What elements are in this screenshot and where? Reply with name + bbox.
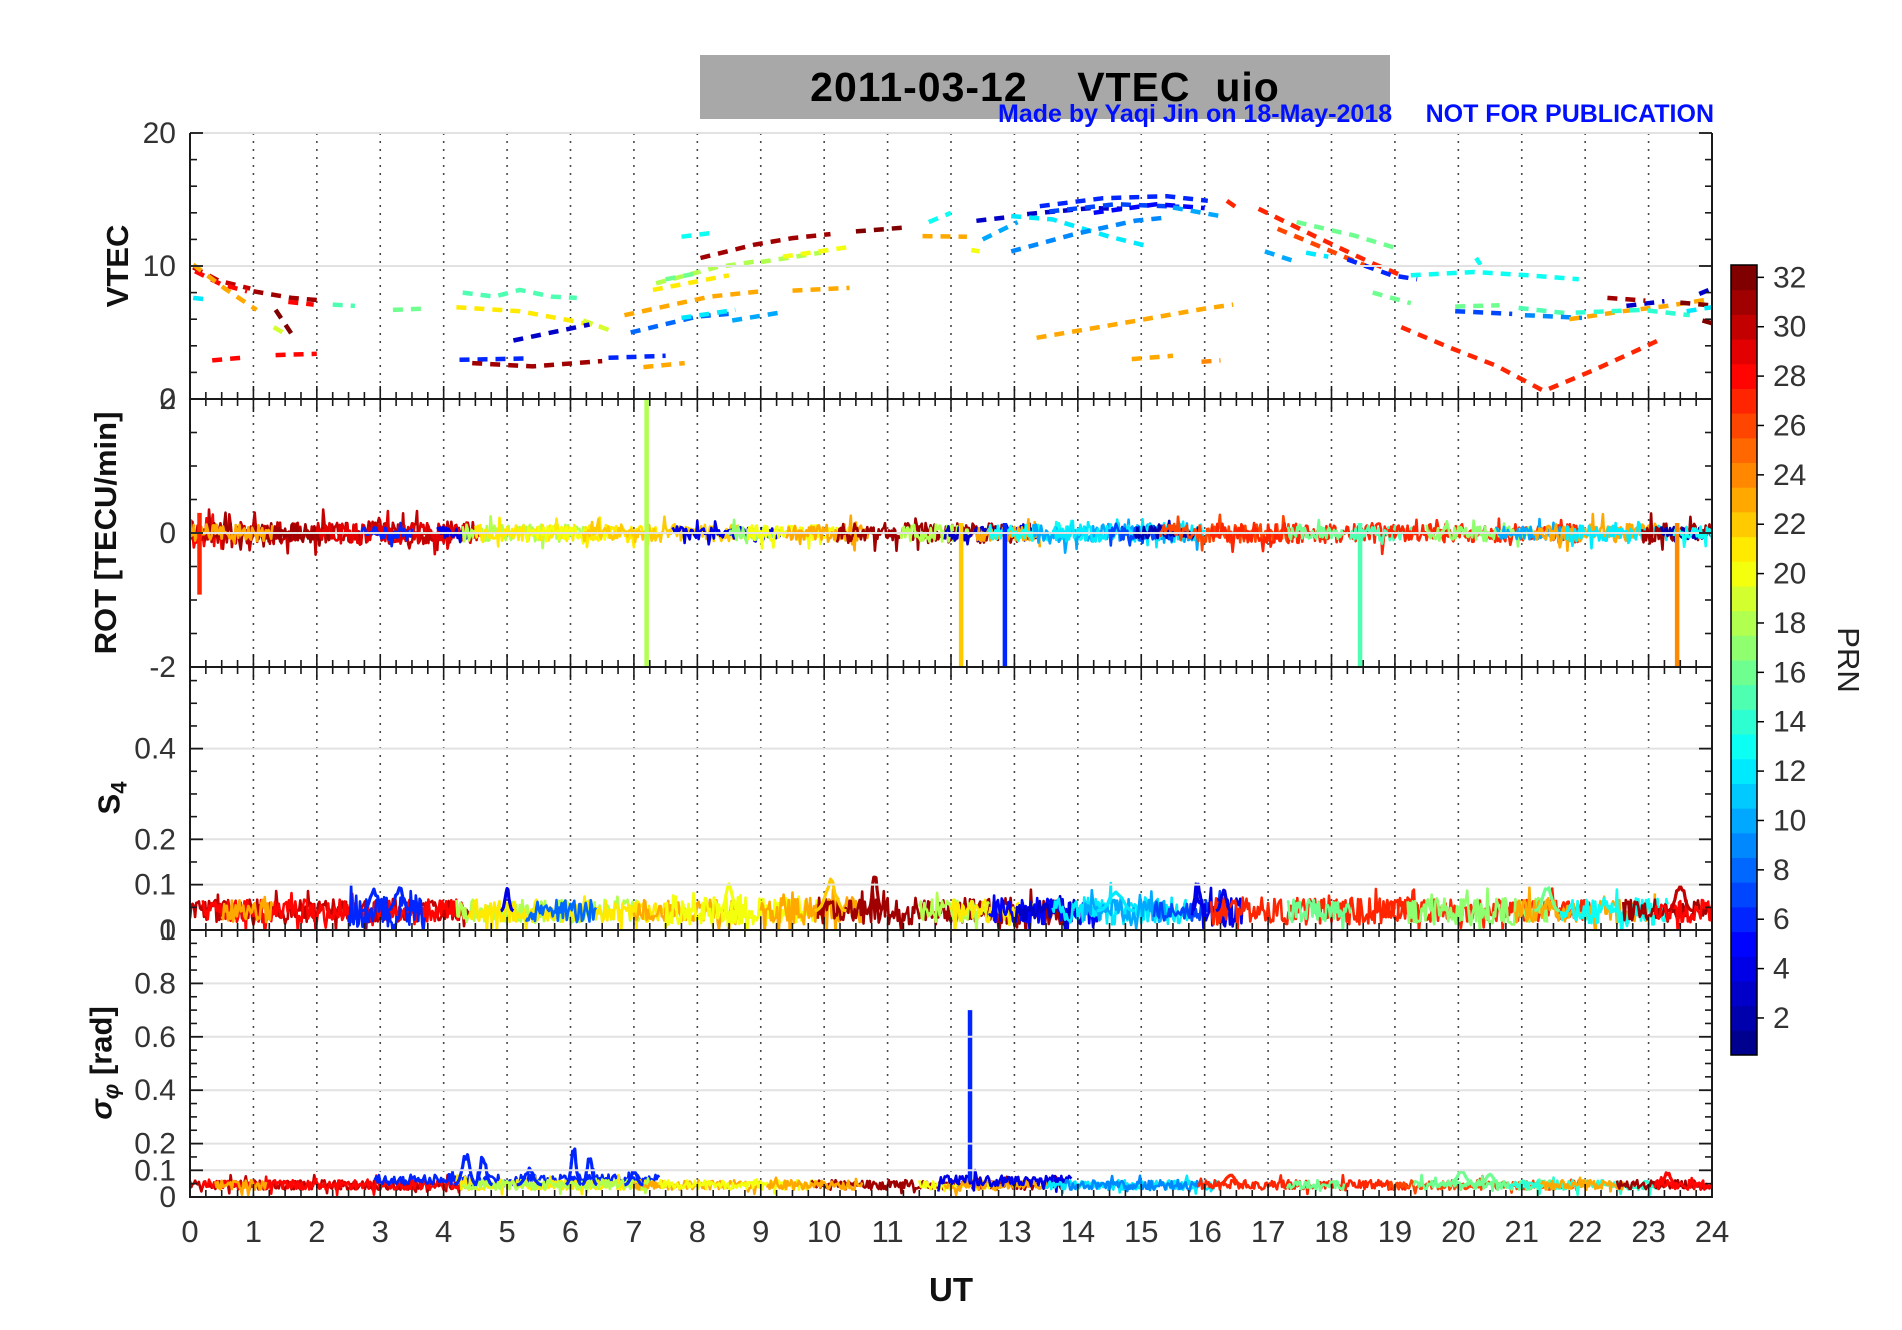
x-tick-label: 19 [1378,1214,1412,1249]
colorbar-tick-label: 26 [1773,409,1806,442]
colorbar-tick-label: 4 [1773,953,1790,986]
x-tick-label: 14 [1061,1214,1095,1249]
colorbar-tick-label: 28 [1773,360,1806,393]
ylabel-s4: S4 [91,781,132,815]
svg-text:0.1: 0.1 [134,869,176,902]
svg-text:20: 20 [143,117,176,150]
x-tick-label: 5 [498,1214,515,1249]
plot-title: 2011-03-12 VTEC uio [810,63,1280,110]
colorbar-tick-label: 14 [1773,706,1806,739]
x-tick-label: 13 [997,1214,1031,1249]
colorbar-tick-label: 22 [1773,508,1806,541]
x-tick-label: 0 [181,1214,198,1249]
svg-text:0.4: 0.4 [134,733,176,766]
x-tick-label: 7 [625,1214,642,1249]
x-tick-label: 21 [1505,1214,1539,1249]
x-tick-label: 9 [752,1214,769,1249]
svg-text:0: 0 [159,517,176,550]
svg-text:-2: -2 [149,651,176,684]
svg-text:0.2: 0.2 [134,1128,176,1161]
svg-text:0.1: 0.1 [134,1154,176,1187]
xlabel-ut: UT [929,1271,973,1308]
colorbar-tick-label: 30 [1773,311,1806,344]
x-tick-label: 16 [1187,1214,1221,1249]
x-tick-label: 17 [1251,1214,1285,1249]
colorbar-tick-label: 8 [1773,854,1790,887]
svg-text:0: 0 [159,914,176,947]
colorbar-tick-label: 20 [1773,558,1806,591]
svg-text:0: 0 [159,383,176,416]
svg-text:10: 10 [143,250,176,283]
colorbar-tick-label: 24 [1773,459,1806,492]
panel-sigma [190,930,1712,1197]
colorbar-tick-label: 6 [1773,903,1790,936]
x-tick-label: 22 [1568,1214,1602,1249]
x-tick-label: 20 [1441,1214,1475,1249]
x-tick-label: 15 [1124,1214,1158,1249]
plot-title-bar: 2011-03-12 VTEC uio [700,55,1390,119]
credit-made-by: Made by Yaqi Jin on 18-May-2018 [998,100,1393,128]
colorbar-tick-label: 10 [1773,804,1806,837]
credit-notice: NOT FOR PUBLICATION [1425,100,1714,128]
panel-vtec [191,133,1712,399]
svg-text:0.8: 0.8 [134,967,176,1000]
colorbar-tick-label: 32 [1773,261,1806,294]
svg-text:1: 1 [159,914,176,947]
x-tick-label: 24 [1695,1214,1729,1249]
colorbar-tick-label: 2 [1773,1002,1790,1035]
colorbar-tick-label: 12 [1773,755,1806,788]
x-tick-label: 12 [934,1214,968,1249]
svg-text:0.6: 0.6 [134,1021,176,1054]
x-tick-label: 2 [308,1214,325,1249]
x-tick-label: 23 [1631,1214,1665,1249]
x-tick-label: 6 [562,1214,579,1249]
credit-line: Made by Yaqi Jin on 18-May-2018 NOT FOR … [998,100,1714,129]
x-tick-label: 3 [372,1214,389,1249]
colorbar-tick-label: 18 [1773,607,1806,640]
x-tick-label: 11 [871,1214,903,1249]
panel-s4 [190,667,1712,930]
x-tick-label: 4 [435,1214,452,1249]
svg-text:2: 2 [159,383,176,416]
svg-text:0: 0 [159,1181,176,1214]
x-tick-label: 1 [245,1214,262,1249]
colorbar-label-prn: PRN [1831,627,1866,693]
ylabel-sigma-phi: σφ [rad] [83,1006,124,1120]
x-tick-label: 18 [1314,1214,1348,1249]
ylabel-vtec: VTEC [100,224,135,308]
svg-text:0.2: 0.2 [134,823,176,856]
x-tick-label: 10 [807,1214,841,1249]
x-tick-label: 8 [689,1214,706,1249]
colorbar-tick-label: 16 [1773,656,1806,689]
ylabel-rot: ROT [TECU/min] [88,411,123,655]
svg-text:0.4: 0.4 [134,1074,176,1107]
